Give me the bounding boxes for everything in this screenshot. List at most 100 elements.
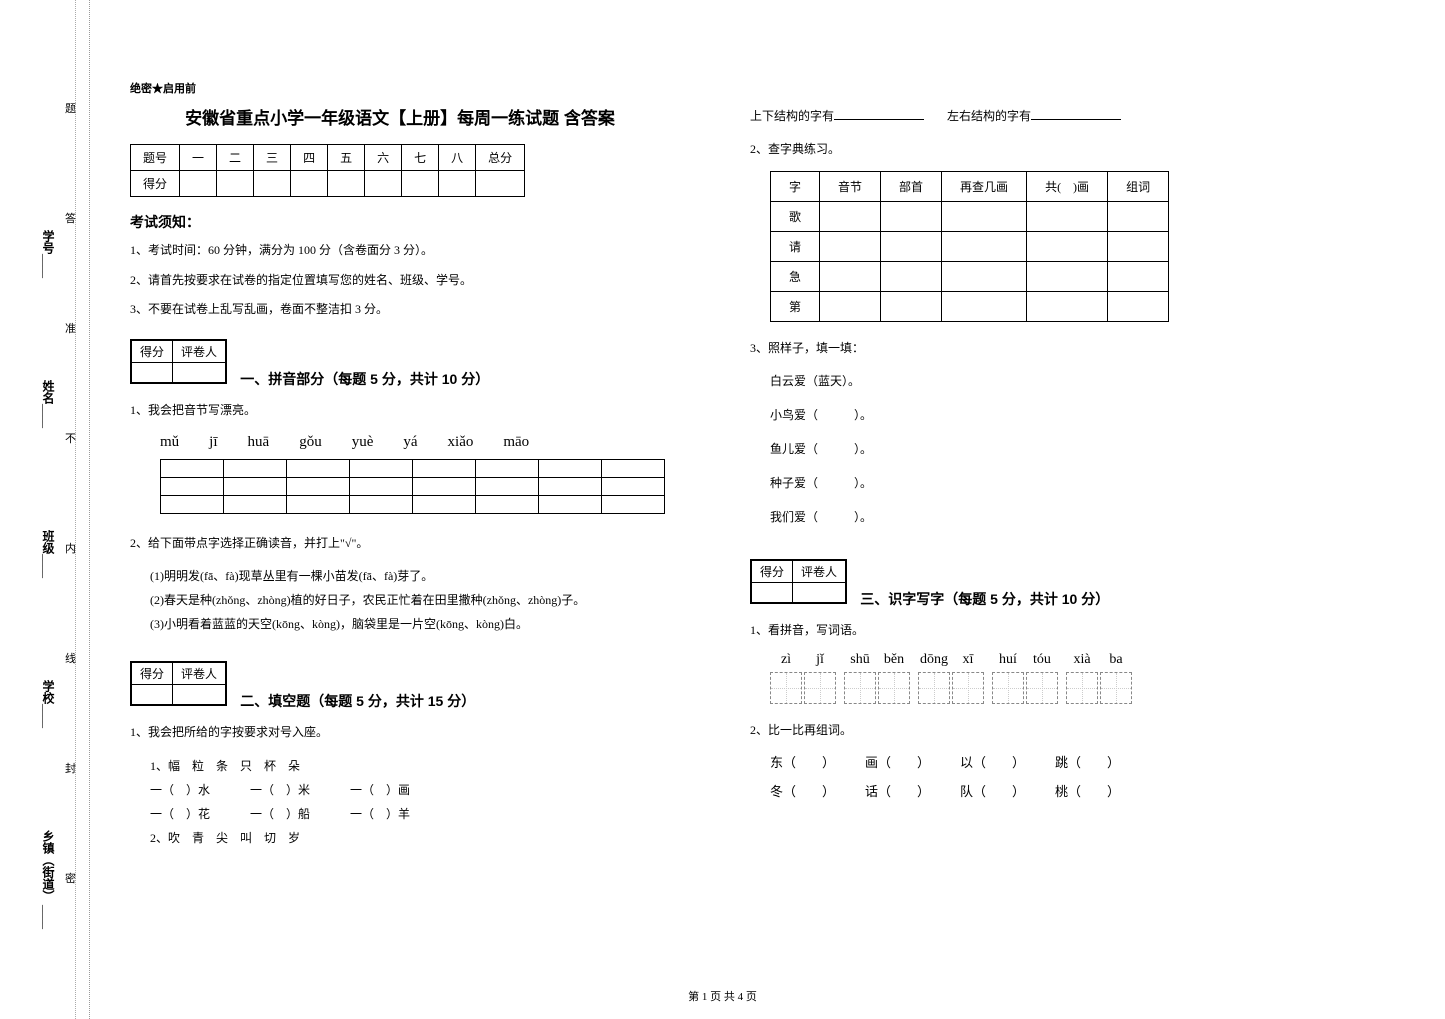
dh-5: 组词 — [1108, 171, 1169, 201]
s2-q1-r1-2: 一（ ）羊 — [350, 802, 410, 826]
box-grader-3: 评卷人 — [793, 561, 846, 583]
notice-3: 3、不要在试卷上乱写乱画，卷面不整洁扣 3 分。 — [130, 299, 670, 321]
py-4: yuè — [352, 434, 374, 451]
dr-1: 请 — [771, 231, 820, 261]
box-grader-2: 评卷人 — [173, 663, 226, 685]
left-page: 绝密★启用前 安徽省重点小学一年级语文【上册】每周一练试题 含答案 题号 一 二… — [100, 60, 700, 870]
dot-label-2: 线 — [65, 650, 76, 666]
cr-03: 跳（ ） — [1055, 752, 1120, 771]
pb-2: shū — [844, 652, 876, 668]
section-box-1: 得分评卷人 — [130, 339, 227, 384]
dictionary-table: 字 音节 部首 再查几画 共( )画 组词 歌 请 急 第 — [770, 171, 1169, 322]
py-2: huā — [248, 434, 270, 451]
s3-q1: 1、看拼音，写词语。 — [750, 619, 1310, 642]
dot-label-4: 不 — [65, 430, 76, 446]
secret-label: 绝密★启用前 — [130, 80, 670, 96]
s2-q1-r1-1: 一（ ）船 — [250, 802, 310, 826]
s2-q2: 2、查字典练习。 — [750, 138, 1310, 161]
dr-3: 第 — [771, 291, 820, 321]
s2-q3-1: 鱼儿爱（ ）。 — [770, 437, 1310, 461]
pb-5: xī — [952, 652, 984, 668]
pb-3: běn — [878, 652, 910, 668]
notice-1: 1、考试时间：60 分钟，满分为 100 分（含卷面分 3 分）。 — [130, 240, 670, 262]
score-header-8: 八 — [439, 145, 476, 171]
score-row-label: 得分 — [131, 171, 180, 197]
pb-7: tóu — [1026, 652, 1058, 668]
section-box-2: 得分评卷人 — [130, 661, 227, 706]
s2-q1: 1、我会把所给的字按要求对号入座。 — [130, 721, 670, 744]
score-header-3: 三 — [254, 145, 291, 171]
s3-q2: 2、比一比再组词。 — [750, 719, 1310, 742]
binding-label-class: 班级____ — [40, 530, 57, 578]
dot-label-5: 准 — [65, 320, 76, 336]
cr-13: 桃（ ） — [1055, 781, 1120, 800]
page-footer: 第 1 页 共 4 页 — [0, 988, 1445, 1004]
dr-0: 歌 — [771, 201, 820, 231]
section-box-3: 得分评卷人 — [750, 559, 847, 604]
cr-12: 队（ ） — [960, 781, 1025, 800]
exam-title: 安徽省重点小学一年级语文【上册】每周一练试题 含答案 — [130, 104, 670, 129]
score-header-1: 一 — [180, 145, 217, 171]
pinyin-row-1: mǔ jī huā gǒu yuè yá xiǎo māo — [160, 434, 670, 451]
dot-label-7: 题 — [65, 100, 76, 116]
dh-1: 音节 — [820, 171, 881, 201]
s2-q1-line1: 1、幅 粒 条 只 杯 朵 — [150, 754, 670, 778]
cr-01: 画（ ） — [865, 752, 930, 771]
box-score-3: 得分 — [752, 561, 793, 583]
s2-q1-r0-1: 一（ ）米 — [250, 778, 310, 802]
dh-3: 再查几画 — [942, 171, 1027, 201]
lr-struct-label: 左右结构的字有 — [947, 109, 1031, 123]
box-score-2: 得分 — [132, 663, 173, 685]
cr-02: 以（ ） — [960, 752, 1025, 771]
notice-title: 考试须知： — [130, 212, 670, 232]
py-1: jī — [209, 434, 217, 451]
dot-label-6: 答 — [65, 210, 76, 226]
pb-9: ba — [1100, 652, 1132, 668]
score-table: 题号 一 二 三 四 五 六 七 八 总分 得分 — [130, 144, 525, 197]
s2-q3-ex: 白云爱（蓝天）。 — [770, 369, 1310, 393]
pb-4: dōng — [918, 652, 950, 668]
dot-label-3: 内 — [65, 540, 76, 556]
s1-q2-2: (2)春天是种(zhǒng、zhòng)植的好日子，农民正忙着在田里撒种(zhǒ… — [150, 588, 670, 612]
right-page: 上下结构的字有 左右结构的字有 2、查字典练习。 字 音节 部首 再查几画 共(… — [720, 75, 1340, 830]
s2-q1-line2: 2、吹 青 尖 叫 切 岁 — [150, 826, 670, 850]
py-7: māo — [503, 434, 529, 451]
score-header-4: 四 — [291, 145, 328, 171]
dr-2: 急 — [771, 261, 820, 291]
section-2-title: 二、填空题（每题 5 分，共计 15 分） — [240, 691, 475, 711]
dh-4: 共( )画 — [1027, 171, 1108, 201]
pinyin-grid — [160, 459, 665, 514]
pinyin-boxes-row: zìjǐ shūběn dōngxī huítóu xiàba — [770, 652, 1310, 704]
box-grader: 评卷人 — [173, 340, 226, 362]
s2-q1-r1-0: 一（ ）花 — [150, 802, 210, 826]
pb-1: jǐ — [804, 652, 836, 668]
top-struct-label: 上下结构的字有 — [750, 109, 834, 123]
dh-0: 字 — [771, 171, 820, 201]
cr-11: 话（ ） — [865, 781, 930, 800]
binding-label-township: 乡镇（街道） ____ — [40, 830, 57, 929]
py-6: xiǎo — [448, 434, 474, 451]
binding-label-school: 学校____ — [40, 680, 57, 728]
score-header-5: 五 — [328, 145, 365, 171]
s1-q2-3: (3)小明看着蓝蓝的天空(kōng、kòng)，脑袋里是一片空(kōng、kòn… — [150, 612, 670, 636]
s2-q3-0: 小鸟爱（ ）。 — [770, 403, 1310, 427]
dh-2: 部首 — [881, 171, 942, 201]
section-1-title: 一、拼音部分（每题 5 分，共计 10 分） — [240, 369, 489, 389]
binding-edge: 乡镇（街道） ____ 学校____ 班级____ 姓名____ 学号____ … — [0, 0, 90, 1019]
dot-label-1: 封 — [65, 760, 76, 776]
cr-00: 东（ ） — [770, 752, 835, 771]
section-3-title: 三、识字写字（每题 5 分，共计 10 分） — [860, 589, 1109, 609]
score-header-6: 六 — [365, 145, 402, 171]
score-header-2: 二 — [217, 145, 254, 171]
s2-q1-r0-2: 一（ ）画 — [350, 778, 410, 802]
score-header-9: 总分 — [476, 145, 525, 171]
s2-q3: 3、照样子，填一填： — [750, 337, 1310, 360]
s2-q1-r0-0: 一（ ）水 — [150, 778, 210, 802]
score-header-0: 题号 — [131, 145, 180, 171]
cr-10: 冬（ ） — [770, 781, 835, 800]
binding-label-name: 姓名____ — [40, 380, 57, 428]
pb-6: huí — [992, 652, 1024, 668]
s1-q1: 1、我会把音节写漂亮。 — [130, 399, 670, 422]
py-5: yá — [403, 434, 417, 451]
pb-8: xià — [1066, 652, 1098, 668]
